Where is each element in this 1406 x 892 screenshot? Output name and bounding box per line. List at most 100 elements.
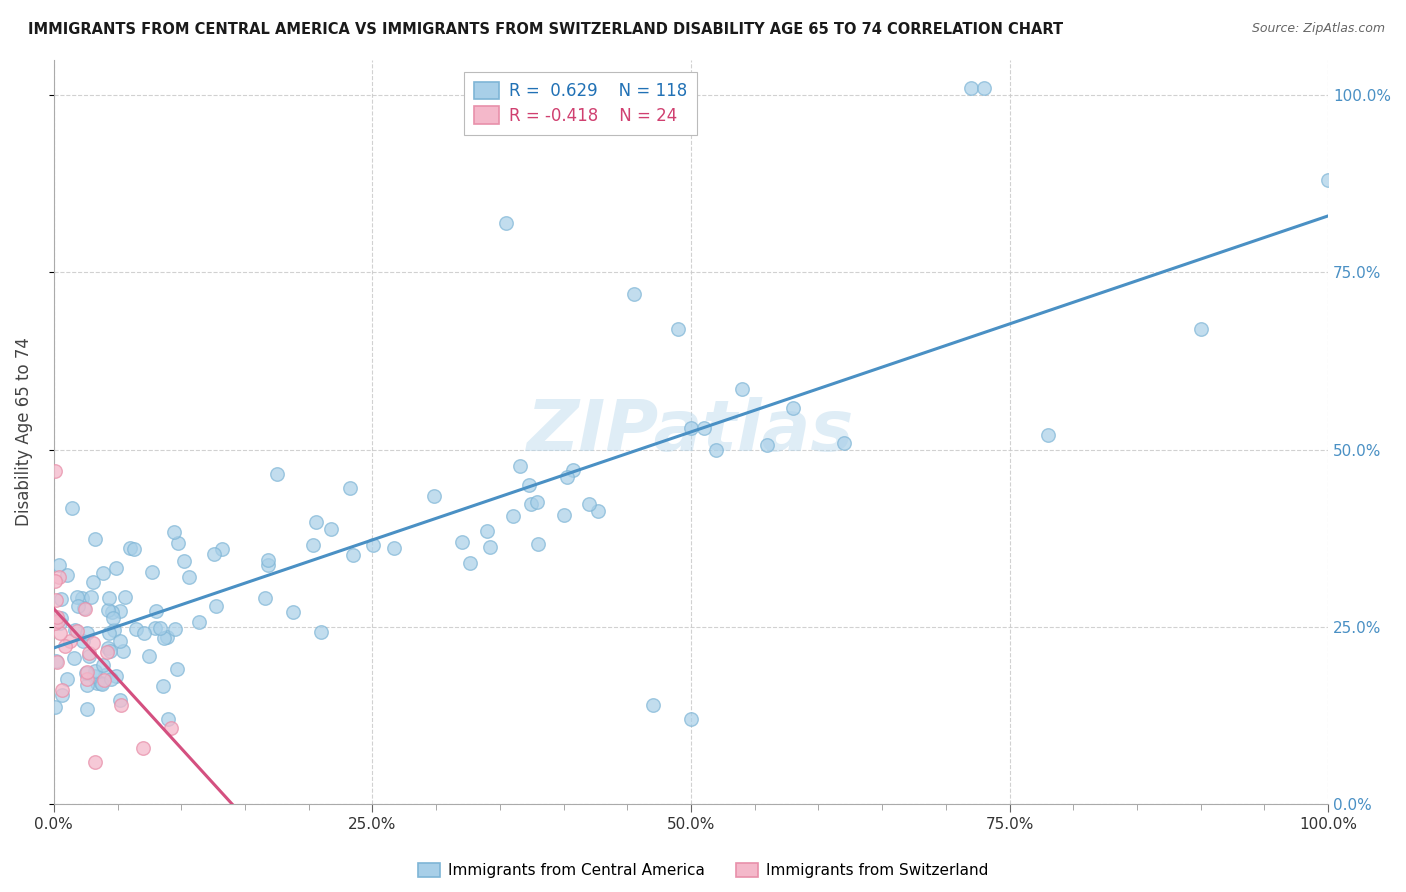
Point — [382, 541, 405, 555]
Point — [51, 688, 73, 702]
Point — [321, 522, 343, 536]
Point — [1189, 322, 1212, 336]
Point — [363, 538, 385, 552]
Point — [44, 615, 66, 630]
Point — [49, 626, 72, 640]
Point — [163, 524, 186, 539]
Point — [59, 634, 82, 648]
Point — [45, 610, 67, 624]
Point — [782, 401, 804, 415]
Point — [693, 421, 716, 435]
Point — [153, 632, 176, 646]
Point — [138, 649, 160, 664]
Point — [82, 574, 104, 589]
Point — [76, 672, 98, 686]
Point — [93, 658, 115, 673]
Point — [509, 458, 531, 473]
Point — [51, 682, 73, 697]
Point — [679, 421, 702, 435]
Point — [623, 286, 645, 301]
Point — [98, 644, 121, 658]
Point — [82, 636, 104, 650]
Point — [49, 616, 72, 631]
Point — [166, 536, 188, 550]
Point — [48, 569, 70, 583]
Point — [305, 515, 328, 529]
Point — [84, 532, 107, 546]
Point — [76, 701, 98, 715]
Point — [96, 640, 118, 655]
Point — [100, 672, 122, 686]
Point — [66, 624, 89, 638]
Point — [101, 611, 124, 625]
Point — [679, 712, 702, 726]
Point — [132, 625, 155, 640]
Text: ZIPatlas: ZIPatlas — [527, 398, 855, 467]
Point — [339, 481, 361, 495]
Point — [63, 651, 86, 665]
Point — [301, 538, 323, 552]
Point — [311, 625, 333, 640]
Point — [342, 548, 364, 562]
Point — [96, 645, 118, 659]
Point — [141, 566, 163, 580]
Point — [177, 570, 200, 584]
Point — [80, 590, 103, 604]
Legend: R =  0.629    N = 118, R = -0.418    N = 24: R = 0.629 N = 118, R = -0.418 N = 24 — [464, 71, 697, 135]
Point — [152, 680, 174, 694]
Point — [527, 537, 550, 551]
Point — [75, 602, 97, 616]
Legend: Immigrants from Central America, Immigrants from Switzerland: Immigrants from Central America, Immigra… — [412, 857, 994, 884]
Point — [641, 698, 664, 712]
Point — [91, 566, 114, 580]
Point — [188, 615, 211, 629]
Point — [173, 554, 195, 568]
Point — [578, 497, 600, 511]
Point — [66, 590, 89, 604]
Point — [281, 605, 304, 619]
Point — [122, 542, 145, 557]
Point — [475, 524, 498, 539]
Point — [49, 611, 72, 625]
Point — [77, 646, 100, 660]
Point — [75, 666, 97, 681]
Point — [266, 467, 288, 481]
Point — [73, 600, 96, 615]
Point — [49, 592, 72, 607]
Point — [143, 621, 166, 635]
Point — [159, 722, 181, 736]
Point — [731, 382, 754, 396]
Point — [108, 693, 131, 707]
Text: IMMIGRANTS FROM CENTRAL AMERICA VS IMMIGRANTS FROM SWITZERLAND DISABILITY AGE 65: IMMIGRANTS FROM CENTRAL AMERICA VS IMMIG… — [28, 22, 1063, 37]
Point — [104, 669, 127, 683]
Point — [103, 624, 125, 638]
Point — [66, 599, 89, 613]
Point — [561, 463, 583, 477]
Point — [517, 478, 540, 492]
Point — [65, 624, 87, 638]
Point — [55, 639, 77, 653]
Point — [56, 567, 79, 582]
Point — [422, 490, 444, 504]
Point — [110, 698, 132, 713]
Point — [479, 541, 502, 555]
Point — [94, 668, 117, 682]
Point — [960, 81, 983, 95]
Point — [756, 438, 779, 452]
Point — [44, 464, 66, 478]
Point — [83, 755, 105, 769]
Point — [973, 81, 995, 95]
Point — [76, 678, 98, 692]
Point — [555, 469, 578, 483]
Point — [502, 509, 524, 524]
Point — [76, 626, 98, 640]
Point — [666, 322, 689, 336]
Point — [84, 664, 107, 678]
Point — [104, 561, 127, 575]
Point — [97, 603, 120, 617]
Point — [706, 443, 728, 458]
Point — [254, 591, 277, 606]
Point — [48, 558, 70, 572]
Point — [526, 494, 548, 508]
Point — [132, 740, 155, 755]
